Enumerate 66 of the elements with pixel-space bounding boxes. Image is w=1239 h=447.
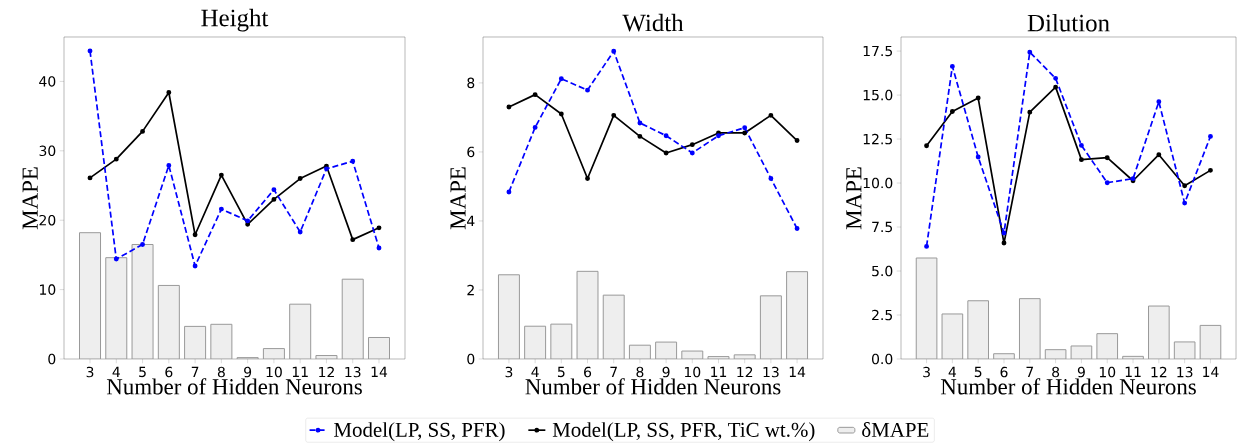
x-axis-title: Number of Hidden Neurons <box>106 378 362 395</box>
x-tick-label: 9 <box>662 366 670 378</box>
x-tick-label: 7 <box>191 366 199 377</box>
y-tick-label: 0 <box>48 353 56 365</box>
x-tick-label: 10 <box>684 366 701 378</box>
x-tick-label: 6 <box>1000 366 1008 378</box>
x-tick-label: 13 <box>345 366 361 378</box>
y-tick-label: 5.0 <box>872 265 893 277</box>
x-tick-label: 9 <box>1077 366 1085 378</box>
y-tick-label: 40 <box>39 76 56 87</box>
x-tick-label: 3 <box>505 366 513 378</box>
x-tick-label: 13 <box>1177 366 1193 378</box>
x-tick-label: 11 <box>292 366 308 377</box>
x-tick-label: 14 <box>789 366 806 377</box>
x-tick-label: 12 <box>737 366 753 378</box>
x-tick-label: 7 <box>610 366 617 377</box>
x-tick-label: 8 <box>1052 366 1060 378</box>
x-tick-label: 6 <box>165 366 173 378</box>
y-axis-title: MAPE <box>450 167 466 230</box>
x-tick-label: 8 <box>636 366 644 378</box>
x-axis-title: Number of Hidden Neurons <box>525 378 781 395</box>
x-tick-label: 7 <box>1026 366 1034 377</box>
y-tick-label: 12.5 <box>863 133 893 145</box>
chart-title: Width <box>622 13 684 32</box>
chart-title: Dilution <box>1027 13 1110 32</box>
y-tick-label: 2.5 <box>872 309 893 321</box>
y-tick-label: 10 <box>40 284 56 295</box>
y-axis-title: MAPE <box>846 167 862 230</box>
x-tick-label: 5 <box>974 366 982 378</box>
y-tick-label: 6 <box>467 146 475 158</box>
y-tick-label: 30 <box>39 145 56 157</box>
x-tick-label: 9 <box>244 366 252 378</box>
x-tick-label: 5 <box>557 366 565 378</box>
legend-label: Model(LP, SS, PFR) <box>334 422 505 442</box>
y-tick-label: 4 <box>467 215 475 227</box>
chart-title: Height <box>201 8 269 32</box>
y-tick-label: 2 <box>467 284 474 296</box>
x-tick-label: 5 <box>139 366 146 378</box>
x-tick-label: 14 <box>371 366 388 377</box>
y-tick-label: 7.5 <box>872 221 893 233</box>
y-tick-label: 8 <box>467 77 475 89</box>
y-tick-label: 17.5 <box>863 45 893 57</box>
x-axis-title: Number of Hidden Neurons <box>940 378 1196 395</box>
x-tick-label: 6 <box>584 366 592 378</box>
y-tick-label: 0.0 <box>871 353 893 365</box>
x-tick-label: 11 <box>1125 366 1141 377</box>
x-tick-label: 10 <box>1099 366 1116 378</box>
y-tick-label: 10.0 <box>863 177 893 189</box>
y-tick-label: 20 <box>39 214 56 226</box>
y-tick-label: 15.0 <box>863 89 893 101</box>
x-tick-label: 11 <box>711 366 727 377</box>
x-tick-label: 10 <box>266 366 282 378</box>
x-tick-label: 12 <box>1151 366 1167 378</box>
x-tick-label: 14 <box>1203 366 1219 377</box>
legend-label: Model(LP, SS, PFR, TiC wt.%) <box>552 422 815 442</box>
x-tick-label: 13 <box>763 366 779 378</box>
y-axis-title: MAPE <box>22 167 38 230</box>
x-tick-label: 4 <box>531 366 539 377</box>
x-tick-label: 4 <box>948 366 957 377</box>
x-tick-label: 3 <box>923 366 930 378</box>
x-tick-label: 8 <box>217 366 225 378</box>
x-tick-label: 12 <box>319 366 334 378</box>
x-tick-label: 4 <box>112 366 120 377</box>
legend-label: δMAPE <box>862 422 929 437</box>
x-tick-label: 3 <box>86 366 94 378</box>
y-tick-label: 0 <box>467 353 475 365</box>
